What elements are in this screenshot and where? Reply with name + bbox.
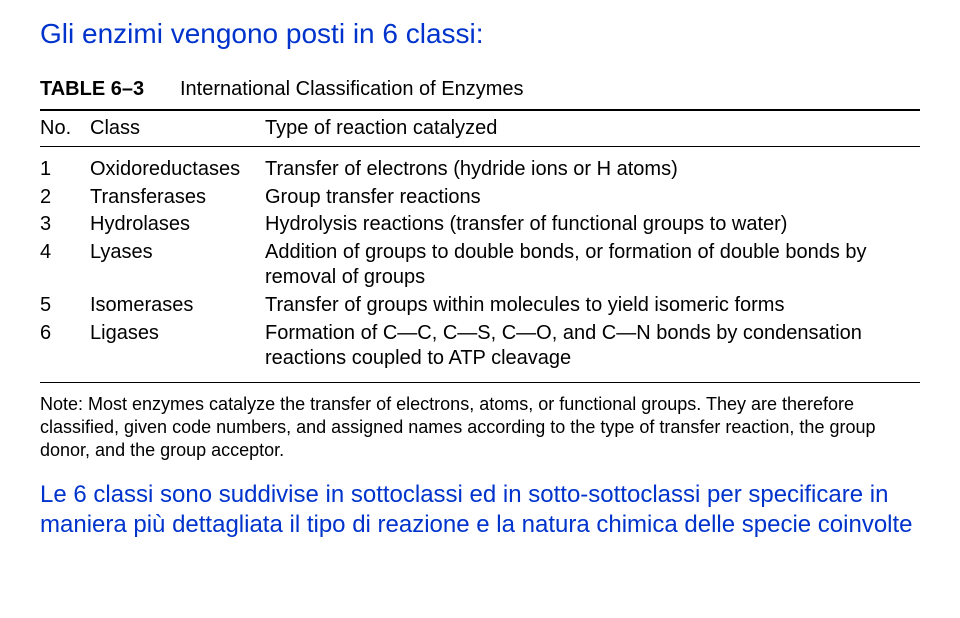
cell-no: 1 bbox=[40, 157, 90, 183]
table-row: 5 Isomerases Transfer of groups within m… bbox=[40, 293, 920, 319]
table-rule-mid bbox=[40, 146, 920, 147]
cell-no: 3 bbox=[40, 212, 90, 238]
cell-no: 6 bbox=[40, 321, 90, 372]
table-body: 1 Oxidoreductases Transfer of electrons … bbox=[40, 157, 920, 372]
cell-no: 4 bbox=[40, 240, 90, 291]
table-column-headers: No. Class Type of reaction catalyzed bbox=[40, 111, 920, 140]
col-header-class: Class bbox=[90, 117, 265, 140]
table-row: 1 Oxidoreductases Transfer of electrons … bbox=[40, 157, 920, 183]
table-rule-bottom bbox=[40, 382, 920, 383]
cell-desc: Addition of groups to double bonds, or f… bbox=[265, 240, 920, 291]
table-note: Note: Most enzymes catalyze the transfer… bbox=[40, 393, 920, 462]
col-header-type: Type of reaction catalyzed bbox=[265, 117, 920, 140]
table-row: 3 Hydrolases Hydrolysis reactions (trans… bbox=[40, 212, 920, 238]
bottom-paragraph: Le 6 classi sono suddivise in sottoclass… bbox=[40, 480, 920, 540]
cell-desc: Group transfer reactions bbox=[265, 185, 920, 211]
table-row: 4 Lyases Addition of groups to double bo… bbox=[40, 240, 920, 291]
table-row: 6 Ligases Formation of C—C, C—S, C—O, an… bbox=[40, 321, 920, 372]
cell-class: Isomerases bbox=[90, 293, 265, 319]
table-header: TABLE 6–3 International Classification o… bbox=[40, 78, 920, 101]
cell-no: 5 bbox=[40, 293, 90, 319]
cell-class: Ligases bbox=[90, 321, 265, 372]
cell-desc: Formation of C—C, C—S, C—O, and C—N bond… bbox=[265, 321, 920, 372]
cell-desc: Transfer of electrons (hydride ions or H… bbox=[265, 157, 920, 183]
cell-class: Oxidoreductases bbox=[90, 157, 265, 183]
page-title: Gli enzimi vengono posti in 6 classi: bbox=[40, 18, 920, 50]
cell-desc: Hydrolysis reactions (transfer of functi… bbox=[265, 212, 920, 238]
table-title: International Classification of Enzymes bbox=[180, 78, 524, 101]
col-header-no: No. bbox=[40, 117, 90, 140]
table-label: TABLE 6–3 bbox=[40, 78, 180, 101]
cell-class: Hydrolases bbox=[90, 212, 265, 238]
cell-desc: Transfer of groups within molecules to y… bbox=[265, 293, 920, 319]
cell-no: 2 bbox=[40, 185, 90, 211]
cell-class: Lyases bbox=[90, 240, 265, 291]
table-row: 2 Transferases Group transfer reactions bbox=[40, 185, 920, 211]
cell-class: Transferases bbox=[90, 185, 265, 211]
